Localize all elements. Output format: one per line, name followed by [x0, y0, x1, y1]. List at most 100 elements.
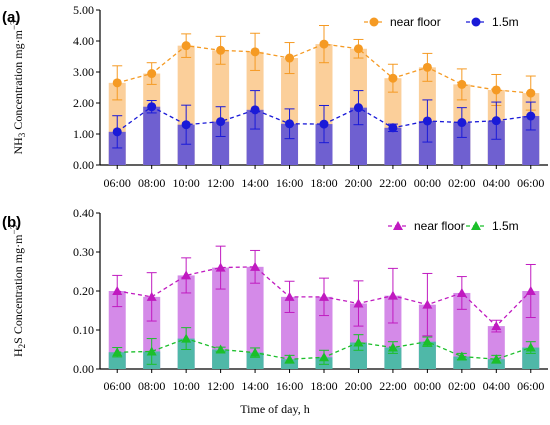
- point-1-5m: [491, 354, 502, 364]
- point-near-floor: [353, 298, 364, 308]
- x-tick-label: 14:00: [241, 176, 268, 190]
- x-tick-label: 12:00: [207, 379, 234, 393]
- point-near-floor: [216, 45, 226, 55]
- point-near-floor: [387, 290, 398, 300]
- x-tick-label: 18:00: [310, 176, 337, 190]
- y-tick-label: 3.00: [73, 65, 94, 79]
- legend-label-near-floor: near floor: [390, 15, 441, 29]
- y-tick-label: 2.00: [73, 96, 94, 110]
- x-tick-label: 16:00: [276, 379, 303, 393]
- point-1-5m: [525, 342, 536, 352]
- point-near-floor: [250, 47, 260, 57]
- point-near-floor: [319, 291, 329, 301]
- x-tick-label: 10:00: [172, 176, 199, 190]
- bar-1-5m: [418, 341, 436, 369]
- point-1-5m: [526, 111, 536, 121]
- y-tick-label: 0.00: [73, 362, 94, 376]
- bar-1-5m: [143, 106, 161, 165]
- bar-1-5m: [246, 109, 264, 165]
- point-near-floor: [491, 321, 502, 331]
- point-1-5m: [387, 342, 398, 352]
- point-near-floor: [422, 299, 433, 309]
- y-tick-label: 1.00: [73, 127, 94, 141]
- point-near-floor: [388, 73, 398, 83]
- bar-1-5m: [349, 342, 367, 369]
- point-1-5m: [353, 337, 364, 347]
- point-near-floor: [112, 286, 123, 295]
- x-axis-title: Time of day, h: [240, 402, 310, 416]
- point-near-floor: [181, 41, 191, 51]
- x-tick-label: 20:00: [345, 379, 372, 393]
- point-near-floor: [250, 261, 261, 271]
- point-1-5m: [491, 116, 501, 126]
- bar-near-floor: [246, 266, 264, 369]
- x-tick-label: 00:00: [414, 379, 441, 393]
- bar-1-5m: [349, 107, 367, 165]
- point-1-5m: [181, 333, 192, 343]
- x-tick-label: 18:00: [310, 379, 337, 393]
- point-1-5m: [250, 347, 261, 357]
- point-near-floor: [112, 78, 122, 88]
- y-tick-label: 0.00: [73, 158, 94, 172]
- panel-label: (a): [2, 9, 20, 26]
- y-tick-label: 0.40: [73, 206, 94, 220]
- point-1-5m: [456, 351, 467, 361]
- y-tick-label: 4.00: [73, 34, 94, 48]
- point-near-floor: [353, 44, 363, 54]
- bar-1-5m: [177, 338, 195, 369]
- point-near-floor: [284, 291, 295, 301]
- x-tick-label: 22:00: [379, 379, 406, 393]
- point-near-floor: [181, 270, 192, 280]
- bar-1-5m: [487, 359, 505, 369]
- point-1-5m: [388, 123, 398, 133]
- point-1-5m: [216, 117, 226, 127]
- x-tick-label: 06:00: [517, 379, 544, 393]
- bar-1-5m: [212, 349, 230, 369]
- legend-marker-near-floor: [369, 17, 379, 27]
- bar-1-5m: [418, 120, 436, 165]
- point-near-floor: [215, 262, 226, 272]
- point-near-floor: [456, 287, 467, 297]
- point-near-floor: [285, 53, 295, 63]
- point-near-floor: [525, 286, 536, 295]
- x-tick-label: 08:00: [138, 176, 165, 190]
- bar-1-5m: [281, 123, 299, 165]
- point-1-5m: [422, 336, 433, 346]
- legend-marker-1-5m: [471, 221, 481, 230]
- point-1-5m: [284, 354, 295, 364]
- x-tick-label: 00:00: [414, 176, 441, 190]
- point-1-5m: [353, 103, 363, 113]
- x-tick-label: 10:00: [172, 379, 199, 393]
- x-tick-label: 04:00: [483, 379, 510, 393]
- bar-1-5m: [384, 127, 402, 165]
- point-near-floor: [526, 88, 536, 98]
- bar-1-5m: [453, 122, 471, 165]
- point-near-floor: [147, 69, 157, 79]
- point-1-5m: [319, 352, 329, 362]
- y-axis-title: NH3 Concentration mg·m−3: [9, 20, 27, 155]
- x-tick-label: 04:00: [483, 176, 510, 190]
- bar-1-5m: [177, 124, 195, 165]
- bar-1-5m: [522, 116, 540, 165]
- point-1-5m: [422, 116, 432, 126]
- x-tick-label: 06:00: [517, 176, 544, 190]
- y-tick-label: 0.10: [73, 323, 94, 337]
- x-tick-label: 06:00: [104, 176, 131, 190]
- legend-label-near-floor: near floor: [414, 219, 465, 233]
- point-1-5m: [181, 120, 191, 130]
- bar-near-floor: [281, 296, 299, 369]
- panel-b: 0.00 0.10 0.20 0.30 0.40 06:00 08:00 10:00 12:00…: [2, 206, 548, 393]
- x-tick-label: 16:00: [276, 176, 303, 190]
- point-near-floor: [457, 79, 467, 89]
- point-1-5m: [112, 127, 122, 137]
- bar-near-floor: [315, 296, 333, 369]
- point-near-floor: [319, 39, 329, 49]
- point-1-5m: [112, 347, 123, 357]
- bar-1-5m: [212, 121, 230, 165]
- x-tick-label: 02:00: [448, 379, 475, 393]
- x-tick-label: 02:00: [448, 176, 475, 190]
- x-tick-label: 08:00: [138, 379, 165, 393]
- y-tick-label: 0.30: [73, 245, 94, 259]
